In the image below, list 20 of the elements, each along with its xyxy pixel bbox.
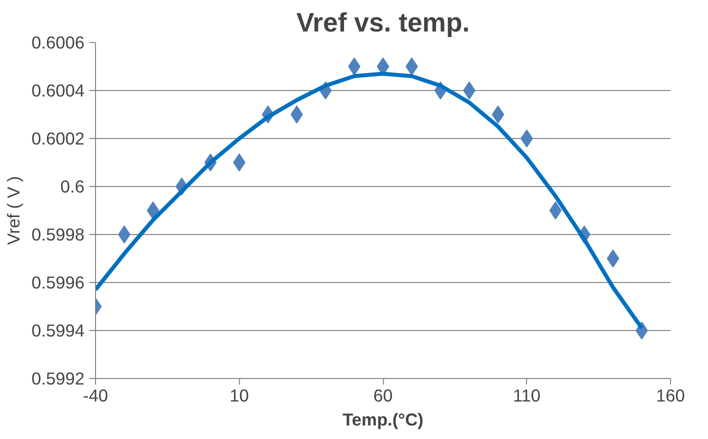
x-tick-label: 160 [656, 386, 685, 406]
x-tick-label: 110 [512, 386, 541, 406]
y-tick-label: 0.5996 [32, 272, 84, 292]
y-tick-label: 0.5992 [32, 368, 84, 388]
y-tick-label: 0.6006 [32, 32, 84, 52]
x-tick-label: -40 [82, 386, 108, 406]
x-tick-label: 60 [373, 386, 393, 406]
point [146, 202, 160, 220]
y-tick-label: 0.5998 [32, 224, 84, 244]
chart-title: Vref vs. temp. [296, 8, 470, 38]
point [549, 202, 562, 220]
y-tick-label: 0.6002 [32, 128, 84, 148]
point [606, 250, 620, 268]
x-tick-label: 10 [230, 386, 249, 406]
y-tick-label: 0.5994 [32, 320, 85, 340]
y-tick-label: 0.6004 [32, 80, 85, 100]
y-tick-label: 0.6 [60, 176, 85, 196]
y-axis-title: Vref ( V ) [4, 176, 24, 245]
x-axis-title: Temp.(°C) [342, 410, 424, 430]
point [492, 106, 504, 124]
